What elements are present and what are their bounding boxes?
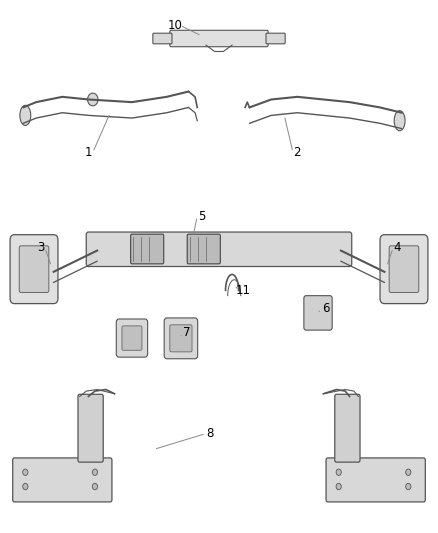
Ellipse shape	[20, 106, 31, 125]
Text: 7: 7	[183, 326, 190, 340]
FancyBboxPatch shape	[78, 394, 103, 462]
FancyBboxPatch shape	[153, 33, 172, 44]
Circle shape	[23, 469, 28, 475]
FancyBboxPatch shape	[389, 246, 419, 293]
FancyBboxPatch shape	[304, 296, 332, 330]
FancyBboxPatch shape	[19, 246, 49, 293]
Text: 8: 8	[207, 427, 214, 440]
Text: 1: 1	[85, 146, 92, 159]
Text: 3: 3	[37, 241, 44, 254]
FancyBboxPatch shape	[122, 326, 142, 350]
FancyBboxPatch shape	[116, 319, 148, 357]
FancyBboxPatch shape	[10, 235, 58, 304]
Circle shape	[406, 483, 411, 490]
Circle shape	[88, 93, 98, 106]
Circle shape	[92, 483, 98, 490]
Text: 2: 2	[293, 146, 301, 159]
FancyBboxPatch shape	[326, 458, 425, 502]
FancyBboxPatch shape	[13, 458, 112, 502]
FancyBboxPatch shape	[170, 30, 268, 47]
FancyBboxPatch shape	[335, 394, 360, 462]
FancyBboxPatch shape	[380, 235, 428, 304]
FancyBboxPatch shape	[131, 234, 164, 264]
Text: 11: 11	[236, 284, 251, 297]
Text: 4: 4	[394, 241, 401, 254]
Circle shape	[23, 483, 28, 490]
FancyBboxPatch shape	[86, 232, 352, 266]
FancyBboxPatch shape	[187, 234, 220, 264]
Circle shape	[406, 469, 411, 475]
FancyBboxPatch shape	[266, 33, 285, 44]
Circle shape	[336, 469, 341, 475]
Text: 6: 6	[322, 302, 329, 316]
FancyBboxPatch shape	[164, 318, 198, 359]
Circle shape	[336, 483, 341, 490]
Text: 10: 10	[168, 19, 183, 32]
FancyBboxPatch shape	[170, 325, 192, 352]
Circle shape	[92, 469, 98, 475]
Ellipse shape	[394, 111, 405, 131]
Text: 5: 5	[198, 209, 205, 223]
